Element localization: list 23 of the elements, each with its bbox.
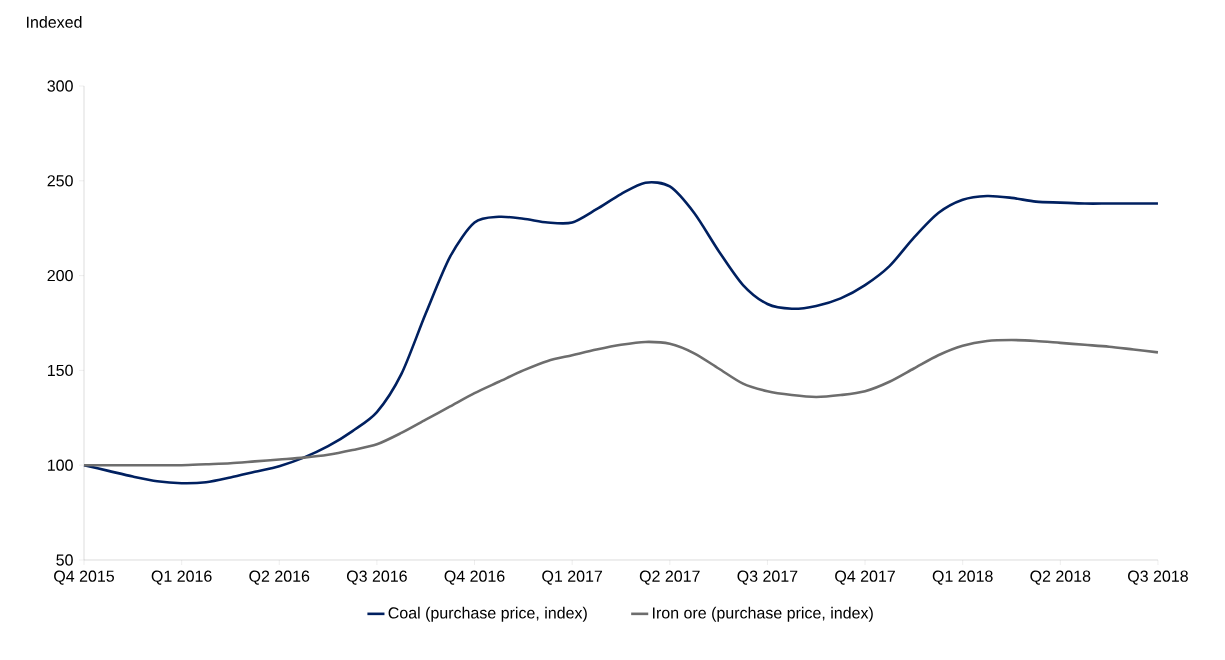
x-tick-label: Q4 2015 <box>54 570 114 585</box>
line-series <box>82 181 1160 485</box>
y-axis-title: Indexed <box>27 16 82 28</box>
x-tick-label: Q3 2018 <box>1128 570 1188 585</box>
y-tick-label: 150 <box>48 364 73 377</box>
x-tick-label: Q3 2017 <box>737 570 798 585</box>
x-tick-label: Q1 2017 <box>542 570 603 585</box>
x-tick-label: Q1 2016 <box>151 570 212 585</box>
x-tick-label: Q1 2018 <box>932 570 993 585</box>
x-tick-label: Q2 2016 <box>249 570 310 585</box>
y-tick-label: 50 <box>56 554 73 566</box>
x-tick-label: Q2 2018 <box>1030 570 1091 585</box>
x-tick-label: Q4 2016 <box>444 570 505 585</box>
x-tick-label: Q3 2016 <box>346 570 407 585</box>
x-tick-label: Q4 2017 <box>835 570 895 585</box>
y-tick-label: 100 <box>48 459 73 471</box>
y-tick-label: 200 <box>47 269 73 282</box>
legend-label: Iron ore (purchase price, index) <box>653 606 873 622</box>
y-tick-label: 250 <box>47 175 73 187</box>
legend-label: Coal (purchase price, index) <box>388 606 587 622</box>
line-series <box>82 338 1160 467</box>
x-tick-label: Q2 2017 <box>639 570 700 585</box>
y-tick-label: 300 <box>47 80 73 92</box>
